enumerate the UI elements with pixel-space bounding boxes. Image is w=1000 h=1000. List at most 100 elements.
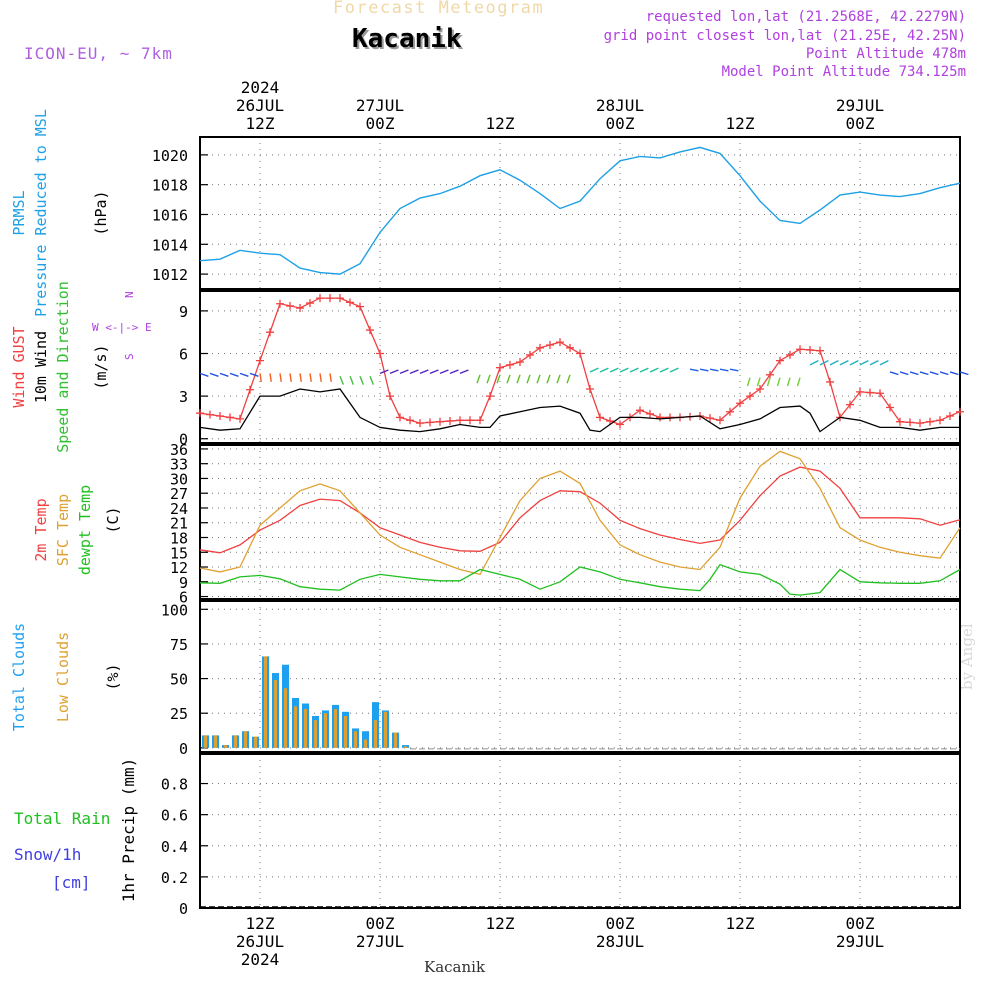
compass-we: W <-|-> E <box>92 321 152 334</box>
gust-marker <box>596 413 604 422</box>
top-tick-label: 00Z <box>366 114 395 133</box>
gust-marker <box>806 345 814 354</box>
gust-marker <box>726 407 734 416</box>
ytick-label: 0.4 <box>161 838 188 856</box>
wind-direction-arrow <box>249 372 259 377</box>
gust-marker <box>646 409 654 418</box>
gust-marker <box>756 385 764 394</box>
wind-direction-arrow <box>486 374 491 384</box>
wind-direction-arrow <box>439 369 449 375</box>
gust-marker <box>846 400 854 409</box>
gust-marker <box>336 294 344 303</box>
gust-marker <box>546 340 554 349</box>
wind-direction-arrow <box>566 374 571 384</box>
dewpoint-line <box>199 563 961 596</box>
temp-label-2m: 2m Temp <box>32 498 50 561</box>
temp-label-dewpt: dewpt Temp <box>76 485 94 575</box>
cloud-low-bar <box>344 715 347 748</box>
bottom-tick-label: 28JUL <box>596 932 644 951</box>
pressure-label-prmsl: PRMSL <box>10 190 28 235</box>
top-tick-label: 12Z <box>486 114 515 133</box>
wind-direction-arrow <box>199 372 209 377</box>
wind-direction-arrow <box>279 373 282 382</box>
cloud-low-bar <box>244 731 247 748</box>
wind-direction-arrow <box>909 371 919 376</box>
wind-direction-arrow <box>379 369 389 375</box>
panel-frame <box>199 136 961 290</box>
bottom-tick-label: 00Z <box>606 914 635 933</box>
cloud-low-bar <box>324 713 327 748</box>
wind-direction-arrow <box>289 373 292 382</box>
clouds-label-total: Total Clouds <box>10 623 28 731</box>
cloud-total-bar <box>402 745 409 748</box>
wind-direction-arrow <box>756 377 761 387</box>
ytick-label: 18 <box>170 529 188 547</box>
bottom-tick-label: 00Z <box>366 914 395 933</box>
gust-marker <box>576 349 584 358</box>
wind-direction-arrow <box>496 374 501 384</box>
ytick-label: 1012 <box>152 266 188 284</box>
gust-marker <box>356 302 364 311</box>
gust-marker <box>256 356 264 365</box>
bottom-tick-label: 00Z <box>846 914 875 933</box>
gust-marker <box>306 299 314 308</box>
ytick-label: 0 <box>179 431 188 449</box>
cloud-low-bar <box>264 656 267 748</box>
gust-marker <box>536 343 544 352</box>
wind-direction-arrow <box>556 374 561 384</box>
top-tick-label: 27JUL <box>356 96 404 115</box>
bottom-tick-label: 12Z <box>486 914 515 933</box>
wind-direction-arrow <box>229 372 239 377</box>
wind-direction-arrow <box>849 360 859 366</box>
wind-direction-arrow <box>649 367 659 373</box>
gust-marker <box>876 389 884 398</box>
clouds-unit: (%) <box>104 663 122 690</box>
chart-subtitle: Forecast Meteogram <box>333 0 545 18</box>
top-tick-label: 00Z <box>606 114 635 133</box>
panel-wind: 0 3 6 9 <box>179 290 969 449</box>
wind-direction-arrow <box>746 377 751 387</box>
gust-marker <box>316 294 324 303</box>
gust-marker <box>616 420 624 429</box>
wind-direction-arrow <box>796 377 801 387</box>
wind-label-10m: 10m Wind <box>32 331 50 403</box>
wind-direction-arrow <box>809 360 819 366</box>
panel-frame <box>199 753 961 909</box>
ytick-label: 1018 <box>152 177 188 195</box>
ytick-label: 75 <box>170 636 188 654</box>
wind-direction-arrow <box>369 375 375 385</box>
gust-marker <box>766 370 774 379</box>
gridpoint-coords: grid point closest lon,lat (21.25E, 42.2… <box>603 28 966 44</box>
pressure-label-msl: Pressure Reduced to MSL <box>32 109 50 317</box>
temp-sfc-line <box>199 450 961 576</box>
location-title: Kacanik <box>352 24 462 54</box>
ytick-label: 27 <box>170 485 188 503</box>
gust-marker <box>816 346 824 355</box>
gust-marker <box>286 301 294 310</box>
ytick-label: 0.2 <box>161 869 188 887</box>
gust-marker <box>196 409 204 418</box>
top-tick-label: 00Z <box>846 114 875 133</box>
bottom-tick-label: 26JUL <box>236 932 284 951</box>
top-tick-label: 29JUL <box>836 96 884 115</box>
gust-marker <box>396 413 404 422</box>
top-tick-label: 12Z <box>246 114 275 133</box>
point-altitude: Point Altitude 478m <box>805 46 966 62</box>
wind-direction-arrow <box>476 374 481 384</box>
wind-direction-arrow <box>689 368 699 372</box>
wind-direction-arrow <box>349 375 355 385</box>
gust-marker <box>206 410 214 419</box>
wind-direction-arrow <box>599 367 609 373</box>
ytick-label: 33 <box>170 456 188 474</box>
gust-marker <box>566 343 574 352</box>
wind-direction-arrow <box>639 367 649 373</box>
cloud-low-bar <box>254 736 257 748</box>
wind-direction-arrow <box>659 367 669 373</box>
gust-marker <box>776 356 784 365</box>
wind-direction-arrow <box>709 368 719 372</box>
ytick-label: 25 <box>170 705 188 723</box>
gust-marker <box>246 385 254 394</box>
gust-marker <box>526 350 534 359</box>
